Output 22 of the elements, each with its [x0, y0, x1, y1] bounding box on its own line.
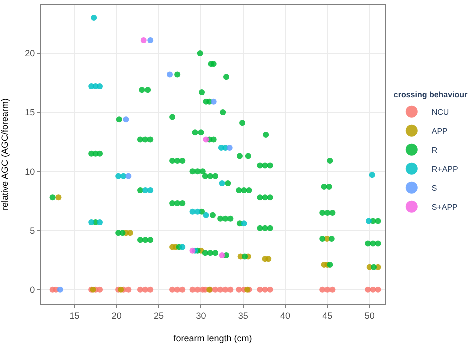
- legend-label: S: [432, 184, 438, 194]
- x-tick-label: 25: [154, 310, 164, 321]
- y-tick-label: 15: [25, 108, 36, 118]
- legend-label: R+APP: [432, 165, 458, 174]
- legend-label: NCU: [432, 108, 450, 118]
- x-tick-label: 30: [196, 310, 206, 321]
- legend-title: crossing behaviour: [394, 90, 468, 100]
- legend-label: R: [432, 146, 438, 156]
- x-tick-label: 15: [70, 310, 80, 321]
- x-tick-label: 45: [322, 310, 333, 321]
- y-tick-label: 10: [25, 166, 36, 177]
- x-tick-label: 35: [238, 310, 248, 321]
- legend-label: APP: [432, 127, 448, 136]
- x-tick-label: 50: [364, 310, 375, 321]
- y-axis-title: relative AGC (AGC/forearm): [0, 98, 10, 211]
- x-tick-label: 40: [280, 310, 291, 321]
- x-axis-title: forearm length (cm): [174, 334, 252, 344]
- y-tick-label: 0: [30, 284, 36, 295]
- y-tick-label: 5: [30, 226, 36, 236]
- y-tick-label: 20: [25, 48, 36, 59]
- x-tick-label: 20: [112, 310, 122, 321]
- legend-label: S+APP: [432, 203, 458, 212]
